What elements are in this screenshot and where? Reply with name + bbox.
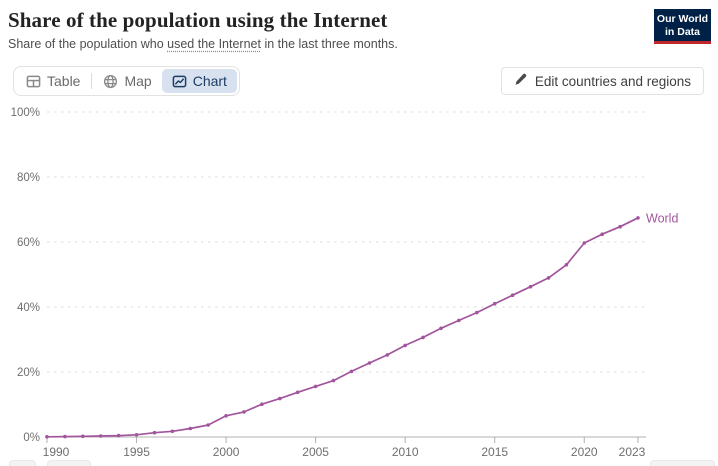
edit-countries-label: Edit countries and regions bbox=[534, 73, 691, 89]
data-point[interactable] bbox=[600, 232, 604, 236]
data-point[interactable] bbox=[331, 378, 336, 383]
subtitle-text-suffix: in the last three months. bbox=[260, 37, 398, 51]
data-point[interactable] bbox=[475, 310, 479, 315]
footer-action-button[interactable] bbox=[650, 460, 715, 466]
y-tick-label: 60% bbox=[17, 237, 40, 249]
data-point[interactable] bbox=[546, 276, 551, 280]
x-tick-label: 2023 bbox=[619, 445, 646, 459]
data-point[interactable] bbox=[528, 284, 533, 289]
world-line[interactable] bbox=[46, 217, 639, 438]
chart-subtitle: Share of the population who used the Int… bbox=[8, 37, 398, 51]
series-end-label[interactable]: World bbox=[646, 211, 678, 225]
data-point[interactable] bbox=[224, 414, 228, 418]
data-point[interactable] bbox=[98, 434, 103, 438]
y-tick-label: 20% bbox=[17, 367, 40, 379]
y-tick-label: 0% bbox=[23, 432, 40, 444]
data-point[interactable] bbox=[260, 402, 264, 407]
line-chart-icon bbox=[172, 74, 187, 89]
data-point[interactable] bbox=[349, 369, 354, 374]
y-tick-label: 100% bbox=[11, 107, 40, 119]
tab-chart-label: Chart bbox=[192, 73, 227, 89]
data-point[interactable] bbox=[170, 429, 175, 434]
data-point[interactable] bbox=[81, 434, 85, 439]
data-point[interactable] bbox=[439, 326, 443, 331]
data-point[interactable] bbox=[45, 435, 49, 439]
data-point[interactable] bbox=[564, 263, 569, 267]
data-point[interactable] bbox=[636, 216, 640, 220]
tab-table-label: Table bbox=[47, 73, 81, 89]
y-tick-label: 80% bbox=[17, 172, 40, 184]
data-point[interactable] bbox=[116, 433, 121, 438]
data-point[interactable] bbox=[63, 434, 67, 439]
data-point[interactable] bbox=[134, 433, 139, 437]
x-tick-label: 2005 bbox=[302, 445, 329, 459]
table-icon bbox=[26, 74, 41, 89]
tab-divider bbox=[91, 73, 93, 89]
owid-logo[interactable]: Our World in Data bbox=[654, 9, 711, 44]
timeline-start-handle[interactable] bbox=[47, 460, 91, 466]
data-point[interactable] bbox=[403, 343, 408, 348]
x-tick-label: 2020 bbox=[571, 445, 598, 459]
data-point[interactable] bbox=[492, 301, 497, 306]
data-point[interactable] bbox=[152, 430, 157, 435]
data-point[interactable] bbox=[313, 384, 318, 389]
data-point[interactable] bbox=[242, 410, 246, 414]
pencil-icon bbox=[514, 73, 527, 89]
data-point[interactable] bbox=[421, 335, 425, 340]
page-title: Share of the population using the Intern… bbox=[8, 8, 388, 32]
data-point[interactable] bbox=[295, 390, 300, 395]
data-point[interactable] bbox=[206, 423, 210, 427]
owid-logo-line1: Our World bbox=[656, 13, 709, 25]
owid-logo-line2: in Data bbox=[664, 25, 700, 38]
data-point[interactable] bbox=[278, 396, 282, 401]
globe-icon bbox=[103, 74, 118, 89]
data-point[interactable] bbox=[367, 361, 372, 365]
data-point[interactable] bbox=[457, 318, 461, 323]
line-chart-canvas[interactable]: 0% 20% 40% 60% 80% 100% 1990 1995 2000 2005 2010 20… bbox=[0, 95, 718, 466]
edit-countries-button[interactable]: Edit countries and regions bbox=[500, 67, 704, 95]
data-point[interactable] bbox=[510, 293, 515, 297]
subtitle-text: Share of the population who bbox=[8, 37, 168, 51]
x-tick-label: 1995 bbox=[123, 445, 150, 459]
x-tick-label: 2015 bbox=[481, 445, 508, 459]
data-point[interactable] bbox=[582, 241, 587, 245]
tab-table[interactable]: Table bbox=[16, 69, 90, 93]
view-tab-group: Table Map Chart bbox=[13, 66, 240, 96]
data-point[interactable] bbox=[385, 353, 390, 357]
tab-chart[interactable]: Chart bbox=[161, 69, 237, 93]
tab-map-label: Map bbox=[124, 73, 152, 89]
x-tick-label: 2010 bbox=[392, 445, 419, 459]
subtitle-term-link[interactable]: used the Internet bbox=[167, 37, 261, 51]
data-point[interactable] bbox=[618, 224, 622, 229]
tab-map[interactable]: Map bbox=[93, 69, 161, 93]
x-tick-label: 1990 bbox=[43, 445, 70, 459]
data-point[interactable] bbox=[188, 426, 193, 431]
timeline-play-button[interactable] bbox=[9, 460, 36, 466]
x-tick-label: 2000 bbox=[213, 445, 240, 459]
y-tick-label: 40% bbox=[17, 302, 40, 314]
